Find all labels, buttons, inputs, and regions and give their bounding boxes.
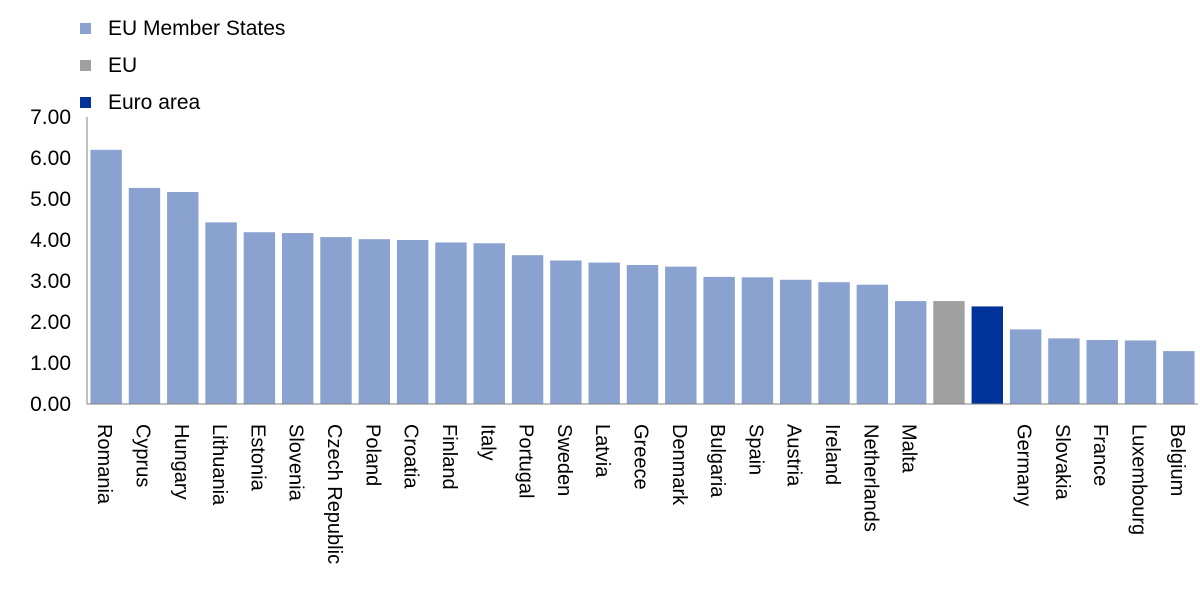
x-tick-label: Malta: [898, 424, 920, 474]
x-tick-label: Slovakia: [1051, 424, 1073, 500]
bar: [90, 149, 122, 404]
legend-item-member-states: EU Member States: [80, 10, 285, 47]
bar: [396, 240, 429, 404]
x-tick-label: Ireland: [821, 424, 843, 485]
x-tick-label: Greece: [630, 424, 652, 490]
legend-swatch-member-states: [80, 23, 91, 34]
legend-swatch-euro-area: [80, 97, 91, 108]
bar: [703, 276, 735, 404]
bar: [281, 233, 314, 404]
x-tick-label: Italy: [476, 424, 498, 461]
legend: EU Member States EU Euro area: [80, 10, 285, 121]
bar: [128, 187, 161, 404]
bar: [971, 306, 1004, 404]
x-tick-label: Spain: [744, 424, 766, 475]
x-tick-label: Finland: [438, 424, 460, 490]
bar: [550, 260, 582, 404]
bar: [511, 255, 544, 404]
bar: [205, 222, 237, 404]
y-tick-label: 0.00: [30, 393, 71, 416]
bar: [320, 237, 352, 404]
bar: [1163, 351, 1195, 404]
x-tick-label: Romania: [93, 424, 115, 505]
legend-item-euro-area: Euro area: [80, 84, 285, 121]
legend-label-euro-area: Euro area: [108, 90, 201, 114]
bar: [933, 301, 965, 404]
x-tick-label: Cyprus: [131, 424, 153, 487]
bar: [856, 284, 889, 404]
bar: [473, 243, 505, 404]
x-tick-label: Hungary: [170, 424, 192, 500]
bar: [626, 265, 659, 404]
x-tick-label: Poland: [361, 424, 383, 486]
x-tick-label: Germany: [1013, 424, 1035, 506]
bar: [1009, 329, 1042, 404]
bar: [1124, 340, 1157, 404]
x-tick-label: Netherlands: [859, 424, 881, 532]
x-tick-label: Denmark: [668, 424, 690, 506]
bar: [358, 239, 391, 404]
legend-label-member-states: EU Member States: [108, 16, 286, 40]
bar: [243, 232, 276, 404]
bar: [1048, 338, 1080, 404]
x-tick-label: Portugal: [515, 424, 537, 499]
x-tick-label: Lithuania: [208, 424, 230, 506]
y-tick-label: 1.00: [30, 352, 71, 375]
y-tick-label: 5.00: [30, 188, 71, 211]
y-tick-label: 2.00: [30, 311, 71, 334]
legend-swatch-eu: [80, 60, 91, 71]
x-tick-label: Austria: [783, 424, 805, 487]
y-tick-label: 3.00: [30, 270, 71, 293]
x-tick-label: France: [1089, 424, 1111, 486]
x-tick-label: Croatia: [400, 424, 422, 489]
x-tick-label: Belgium: [1166, 424, 1188, 496]
bar: [780, 279, 812, 404]
x-tick-label: Latvia: [591, 424, 613, 478]
y-tick-label: 7.00: [30, 106, 71, 129]
bar: [167, 192, 199, 404]
legend-item-eu: EU: [80, 47, 285, 84]
bar: [1086, 340, 1118, 404]
bar: [741, 277, 774, 404]
bar: [665, 266, 697, 404]
x-tick-label: Czech Republic: [323, 424, 345, 564]
legend-label-eu: EU: [108, 53, 138, 77]
x-tick-label: Luxembourg: [1128, 424, 1150, 535]
x-tick-label: Bulgaria: [706, 424, 728, 498]
x-tick-label: Sweden: [553, 424, 575, 496]
y-tick-label: 6.00: [30, 147, 71, 170]
y-tick-label: 4.00: [30, 229, 71, 252]
bar: [894, 301, 927, 404]
bar: [435, 242, 467, 404]
bar: [818, 282, 850, 404]
x-tick-label: Estonia: [246, 424, 268, 492]
x-tick-label: Slovenia: [285, 424, 307, 502]
bar: [588, 262, 620, 404]
